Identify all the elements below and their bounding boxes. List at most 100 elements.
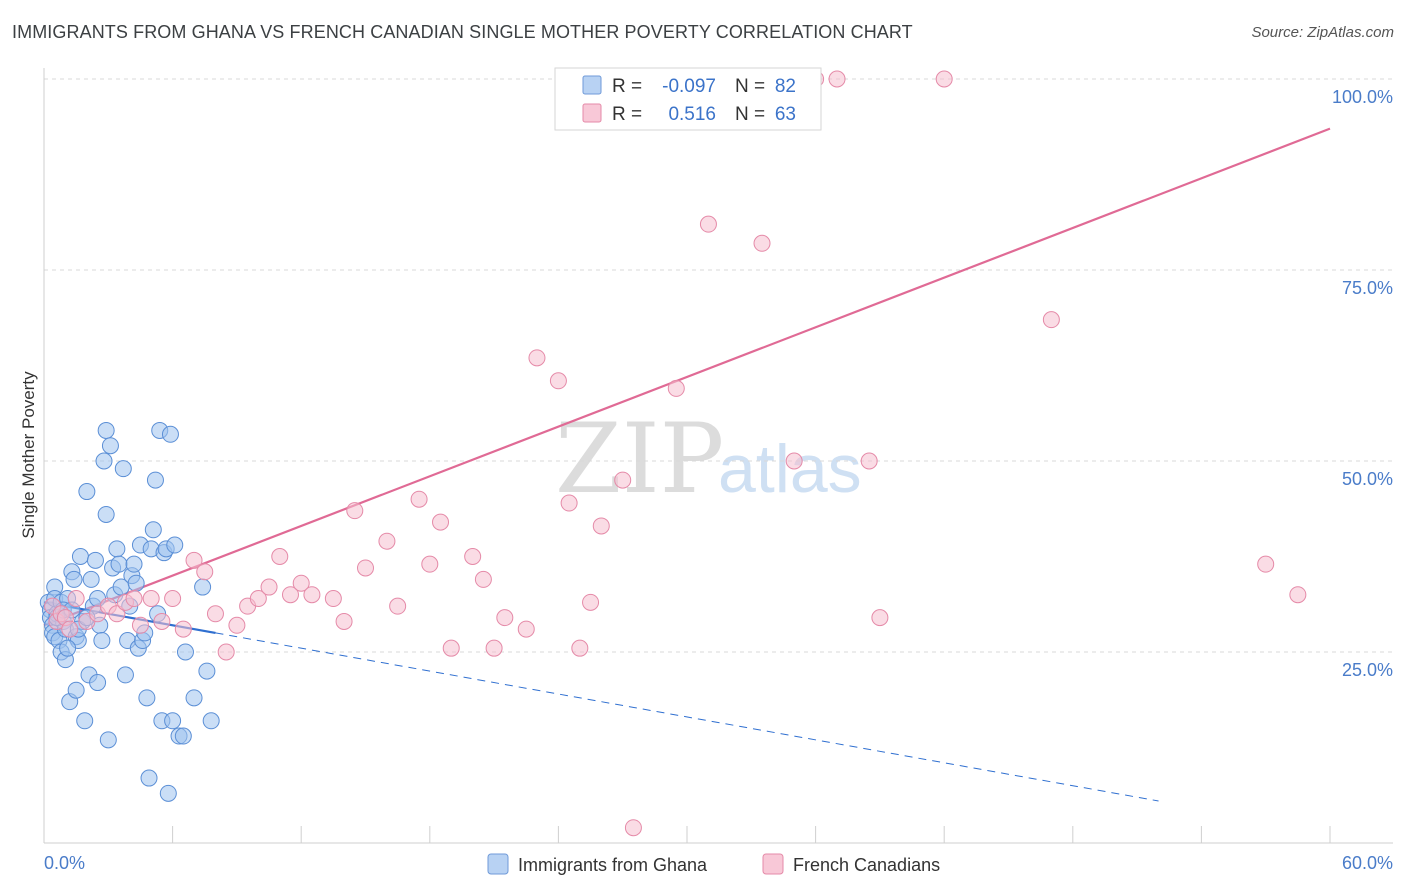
- point-french-canadians-20: [217, 643, 235, 661]
- point-ghana-49: [127, 574, 145, 592]
- point-french-canadians-61: [871, 609, 889, 627]
- point-french-canadians-51: [624, 819, 642, 837]
- point-ghana-70: [176, 643, 194, 661]
- legend-label-ghana: Immigrants from Ghana: [518, 855, 708, 875]
- point-french-canadians-26: [281, 586, 299, 604]
- point-ghana-27: [82, 570, 100, 588]
- source-label: Source: ZipAtlas.com: [1251, 24, 1394, 41]
- point-ghana-69: [174, 727, 192, 745]
- point-french-canadians-30: [335, 612, 353, 630]
- point-french-canadians-58: [785, 452, 803, 470]
- point-french-canadians-60: [828, 70, 846, 88]
- point-ghana-33: [95, 452, 113, 470]
- point-french-canadians-45: [549, 372, 567, 390]
- chart-title: IMMIGRANTS FROM GHANA VS FRENCH CANADIAN…: [12, 22, 913, 42]
- point-ghana-58: [146, 471, 164, 489]
- trend-line-french-canadians: [43, 127, 1331, 627]
- point-ghana-55: [140, 769, 158, 787]
- point-french-canadians-36: [421, 555, 439, 573]
- point-french-canadians-4: [61, 620, 79, 638]
- point-french-canadians-49: [592, 517, 610, 535]
- point-french-canadians-19: [206, 605, 224, 623]
- point-french-canadians-35: [410, 490, 428, 508]
- stats-legend: R = -0.097 N = 82 R = 0.516 N = 63: [554, 67, 822, 131]
- point-french-canadians-44: [528, 349, 546, 367]
- point-french-canadians-32: [357, 559, 374, 577]
- point-ghana-30: [89, 674, 107, 692]
- point-ghana-24: [76, 712, 94, 730]
- point-french-canadians-15: [164, 590, 182, 608]
- point-ghana-73: [198, 662, 216, 680]
- point-french-canadians-62: [935, 70, 953, 88]
- point-ghana-37: [101, 437, 119, 455]
- x-tick-label-min: 0.0%: [44, 853, 85, 873]
- point-french-canadians-55: [699, 215, 717, 233]
- point-french-canadians-28: [303, 586, 321, 604]
- point-french-canadians-40: [474, 570, 492, 588]
- point-french-canadians-37: [432, 513, 450, 531]
- point-ghana-66: [164, 712, 182, 730]
- point-ghana-34: [97, 505, 115, 523]
- point-ghana-20: [67, 681, 85, 699]
- stats-r-value-pink: 0.516: [668, 104, 716, 125]
- y-tick-label-75: 75.0%: [1342, 278, 1393, 298]
- point-french-canadians-31: [346, 502, 364, 520]
- point-french-canadians-38: [442, 639, 460, 657]
- point-french-canadians-9: [108, 605, 126, 623]
- point-ghana-48: [125, 555, 143, 573]
- stats-legend-swatch-pink: [582, 103, 602, 123]
- point-french-canadians-14: [153, 612, 171, 630]
- point-french-canadians-21: [228, 616, 246, 634]
- point-french-canadians-39: [464, 548, 482, 565]
- point-ghana-57: [144, 521, 162, 539]
- point-french-canadians-18: [196, 563, 214, 581]
- point-french-canadians-64: [1257, 555, 1275, 573]
- stats-n-label-blue: N =: [735, 76, 765, 97]
- point-french-canadians-47: [571, 639, 589, 657]
- point-french-canadians-33: [378, 532, 396, 550]
- point-french-canadians-25: [271, 548, 289, 565]
- point-french-canadians-43: [517, 620, 535, 638]
- y-tick-label-25: 25.0%: [1342, 660, 1393, 680]
- point-french-canadians-17: [185, 551, 203, 569]
- point-french-canadians-50: [614, 471, 632, 489]
- stats-n-value-pink: 63: [775, 104, 796, 125]
- series-legend: Immigrants from Ghana French Canadians: [487, 853, 940, 875]
- point-ghana-64: [159, 784, 177, 802]
- point-ghana-54: [138, 689, 156, 707]
- point-ghana-29: [86, 551, 104, 569]
- stats-r-label-blue: R =: [612, 76, 642, 97]
- point-ghana-35: [97, 421, 115, 439]
- point-french-canadians-63: [1042, 311, 1060, 329]
- axes: 25.0% 50.0% 75.0% 100.0%: [43, 68, 1393, 844]
- point-french-canadians-48: [582, 593, 600, 611]
- point-ghana-18: [65, 570, 83, 588]
- point-ghana-25: [78, 483, 96, 501]
- point-french-canadians-65: [1289, 586, 1307, 604]
- x-tick-label-max: 60.0%: [1342, 853, 1393, 873]
- point-french-canadians-13: [142, 590, 160, 608]
- point-ghana-74: [202, 712, 220, 730]
- watermark-zip: ZIP: [555, 403, 724, 515]
- watermark-atlas: atlas: [718, 431, 862, 507]
- legend-swatch-french-canadians: [762, 853, 784, 875]
- point-ghana-40: [108, 540, 126, 558]
- stats-r-value-blue: -0.097: [662, 76, 716, 97]
- point-ghana-43: [114, 460, 132, 478]
- point-french-canadians-24: [260, 578, 278, 596]
- stats-r-label-pink: R =: [612, 104, 642, 125]
- point-ghana-44: [116, 666, 134, 684]
- point-french-canadians-54: [667, 379, 685, 397]
- point-french-canadians-29: [324, 590, 342, 608]
- y-axis-label: Single Mother Poverty: [19, 371, 38, 539]
- legend-swatch-ghana: [487, 853, 509, 875]
- point-french-canadians-42: [496, 609, 514, 627]
- point-ghana-41: [110, 555, 128, 573]
- y-tick-label-50: 50.0%: [1342, 469, 1393, 489]
- point-french-canadians-34: [389, 597, 407, 615]
- point-french-canadians-57: [753, 234, 771, 252]
- point-french-canadians-5: [67, 590, 85, 608]
- y-tick-label-100: 100.0%: [1332, 87, 1393, 107]
- point-ghana-71: [185, 689, 203, 707]
- point-french-canadians-23: [249, 590, 267, 608]
